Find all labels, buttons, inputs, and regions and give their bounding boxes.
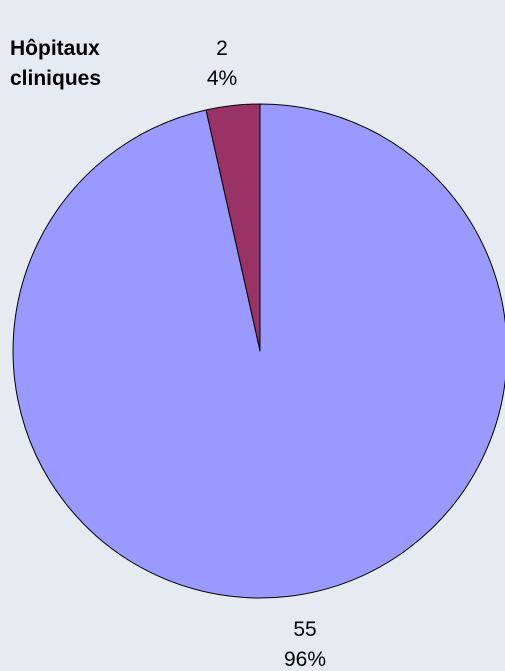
pie-slice-1 (12, 103, 505, 599)
pie-slices (12, 103, 505, 599)
category-label-line-1: Hôpitaux (10, 37, 100, 60)
slice-value-label-small: 2 (216, 37, 228, 60)
slice-value-label-large: 55 (293, 618, 316, 641)
slice-percent-label-large: 96% (284, 648, 326, 671)
slice-percent-label-small: 4% (207, 67, 237, 90)
category-label-line-2: cliniques (10, 67, 101, 90)
